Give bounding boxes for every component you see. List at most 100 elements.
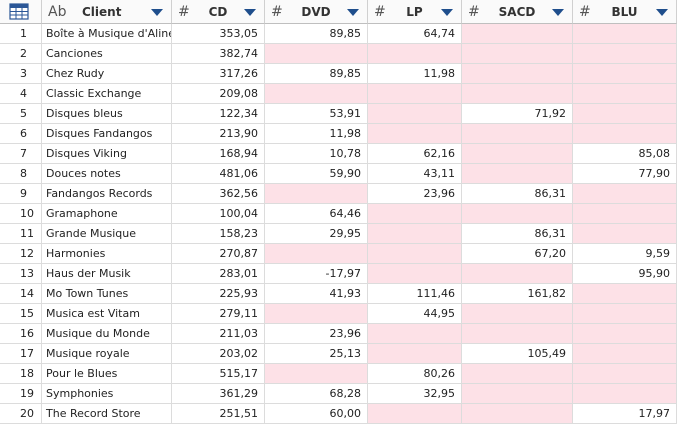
row-number: 12 xyxy=(0,244,42,264)
client-cell: Pour le Blues xyxy=(42,364,172,384)
column-name: Client xyxy=(82,5,122,19)
value-cell: 71,92 xyxy=(462,104,573,124)
value-cell: 77,90 xyxy=(573,164,677,184)
client-cell: Canciones xyxy=(42,44,172,64)
value-cell xyxy=(573,224,677,244)
column-header[interactable]: # DVD xyxy=(265,0,368,24)
value-cell xyxy=(462,124,573,144)
value-cell: 25,13 xyxy=(265,344,368,364)
value-cell: 213,90 xyxy=(172,124,265,144)
value-cell: 209,08 xyxy=(172,84,265,104)
value-cell xyxy=(368,404,462,424)
dropdown-arrow[interactable] xyxy=(552,9,564,16)
value-cell xyxy=(368,204,462,224)
client-cell: Chez Rudy xyxy=(42,64,172,84)
column-type: # xyxy=(374,4,386,20)
value-cell: 203,02 xyxy=(172,344,265,364)
value-cell: 89,85 xyxy=(265,64,368,84)
row-number: 13 xyxy=(0,264,42,284)
client-cell: Disques Fandangos xyxy=(42,124,172,144)
value-cell: 53,91 xyxy=(265,104,368,124)
client-cell: Musique du Monde xyxy=(42,324,172,344)
value-cell xyxy=(265,84,368,104)
client-cell: Disques bleus xyxy=(42,104,172,124)
value-cell: 44,95 xyxy=(368,304,462,324)
client-cell: Fandangos Records xyxy=(42,184,172,204)
client-cell: Harmonies xyxy=(42,244,172,264)
value-cell: 111,46 xyxy=(368,284,462,304)
value-cell xyxy=(368,104,462,124)
value-cell xyxy=(462,324,573,344)
column-header[interactable]: Ab Client xyxy=(42,0,172,24)
value-cell xyxy=(462,164,573,184)
row-number: 17 xyxy=(0,344,42,364)
client-cell: Musica est Vitam xyxy=(42,304,172,324)
column-name: LP xyxy=(406,5,423,19)
value-cell xyxy=(462,24,573,44)
value-cell xyxy=(573,204,677,224)
row-number: 20 xyxy=(0,404,42,424)
value-cell xyxy=(462,364,573,384)
value-cell xyxy=(462,144,573,164)
value-cell: 80,26 xyxy=(368,364,462,384)
value-cell: 279,11 xyxy=(172,304,265,324)
client-cell: Symphonies xyxy=(42,384,172,404)
value-cell xyxy=(462,84,573,104)
row-number: 18 xyxy=(0,364,42,384)
corner xyxy=(0,0,42,24)
dropdown-arrow[interactable] xyxy=(441,9,453,16)
dropdown-arrow[interactable] xyxy=(151,9,163,16)
value-cell: 105,49 xyxy=(462,344,573,364)
client-cell: Grande Musique xyxy=(42,224,172,244)
value-cell: 283,01 xyxy=(172,264,265,284)
value-cell: 59,90 xyxy=(265,164,368,184)
client-cell: Douces notes xyxy=(42,164,172,184)
table-icon[interactable] xyxy=(9,2,33,22)
value-cell: 353,05 xyxy=(172,24,265,44)
column-header[interactable]: # SACD xyxy=(462,0,573,24)
value-cell xyxy=(368,84,462,104)
value-cell: 17,97 xyxy=(573,404,677,424)
value-cell: 29,95 xyxy=(265,224,368,244)
column-type: # xyxy=(579,4,591,20)
value-cell xyxy=(368,124,462,144)
value-cell xyxy=(368,244,462,264)
value-cell xyxy=(462,404,573,424)
column-header[interactable]: # BLU xyxy=(573,0,677,24)
value-cell: -17,97 xyxy=(265,264,368,284)
value-cell: 168,94 xyxy=(172,144,265,164)
client-cell: Classic Exchange xyxy=(42,84,172,104)
value-cell xyxy=(265,304,368,324)
value-cell: 225,93 xyxy=(172,284,265,304)
value-cell xyxy=(265,44,368,64)
value-cell xyxy=(462,64,573,84)
dropdown-arrow[interactable] xyxy=(347,9,359,16)
client-cell: Gramaphone xyxy=(42,204,172,224)
value-cell xyxy=(573,384,677,404)
value-cell: 95,90 xyxy=(573,264,677,284)
dropdown-arrow[interactable] xyxy=(244,9,256,16)
client-cell: The Record Store xyxy=(42,404,172,424)
column-header[interactable]: # CD xyxy=(172,0,265,24)
value-cell: 317,26 xyxy=(172,64,265,84)
value-cell: 85,08 xyxy=(573,144,677,164)
value-cell: 60,00 xyxy=(265,404,368,424)
value-cell xyxy=(573,64,677,84)
value-cell: 211,03 xyxy=(172,324,265,344)
dropdown-arrow[interactable] xyxy=(656,9,668,16)
value-cell xyxy=(573,284,677,304)
row-number: 15 xyxy=(0,304,42,324)
row-number: 4 xyxy=(0,84,42,104)
value-cell xyxy=(368,264,462,284)
value-cell xyxy=(368,344,462,364)
row-number: 11 xyxy=(0,224,42,244)
value-cell xyxy=(368,224,462,244)
value-cell: 64,46 xyxy=(265,204,368,224)
row-number: 16 xyxy=(0,324,42,344)
column-name: SACD xyxy=(498,5,536,19)
column-header[interactable]: # LP xyxy=(368,0,462,24)
row-number: 9 xyxy=(0,184,42,204)
client-cell: Disques Viking xyxy=(42,144,172,164)
value-cell xyxy=(462,384,573,404)
